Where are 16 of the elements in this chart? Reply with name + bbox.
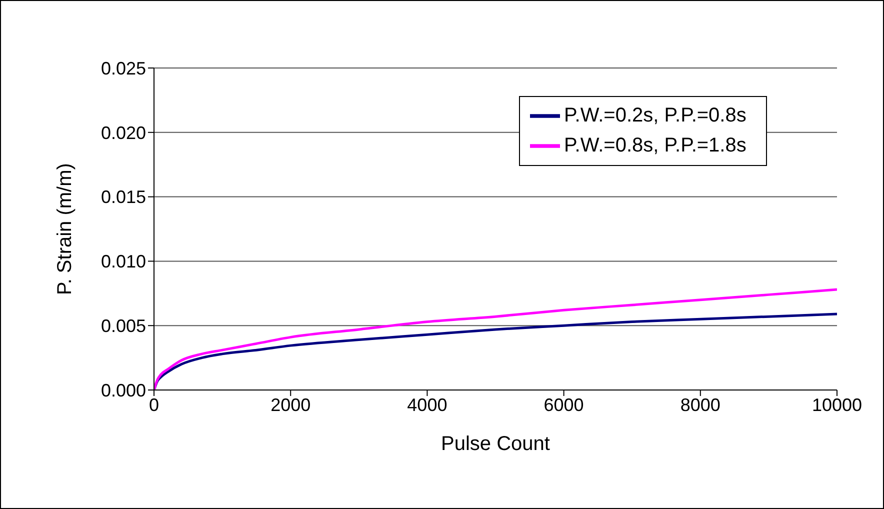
x-tick-label: 6000 xyxy=(544,394,584,415)
y-tick-label: 0.010 xyxy=(100,252,146,272)
y-tick-label: 0.005 xyxy=(100,316,146,336)
legend-label: P.W.=0.2s, P.P.=0.8s xyxy=(564,104,746,126)
y-tick-label: 0.000 xyxy=(100,380,146,400)
y-axis-title: P. Strain (m/m) xyxy=(54,163,76,295)
x-tick-label: 10000 xyxy=(812,394,862,415)
y-tick-label: 0.020 xyxy=(100,122,146,143)
x-tick-label: 4000 xyxy=(407,394,448,415)
x-tick-label: 2000 xyxy=(270,394,311,415)
x-axis-title: Pulse Count xyxy=(441,433,550,455)
x-tick-label: 8000 xyxy=(680,394,720,415)
y-tick-label: 0.015 xyxy=(100,187,146,208)
legend-label: P.W.=0.8s, P.P.=1.8s xyxy=(564,134,746,156)
x-tick-label: 0 xyxy=(148,394,160,415)
y-tick-label: 0.025 xyxy=(100,58,146,78)
